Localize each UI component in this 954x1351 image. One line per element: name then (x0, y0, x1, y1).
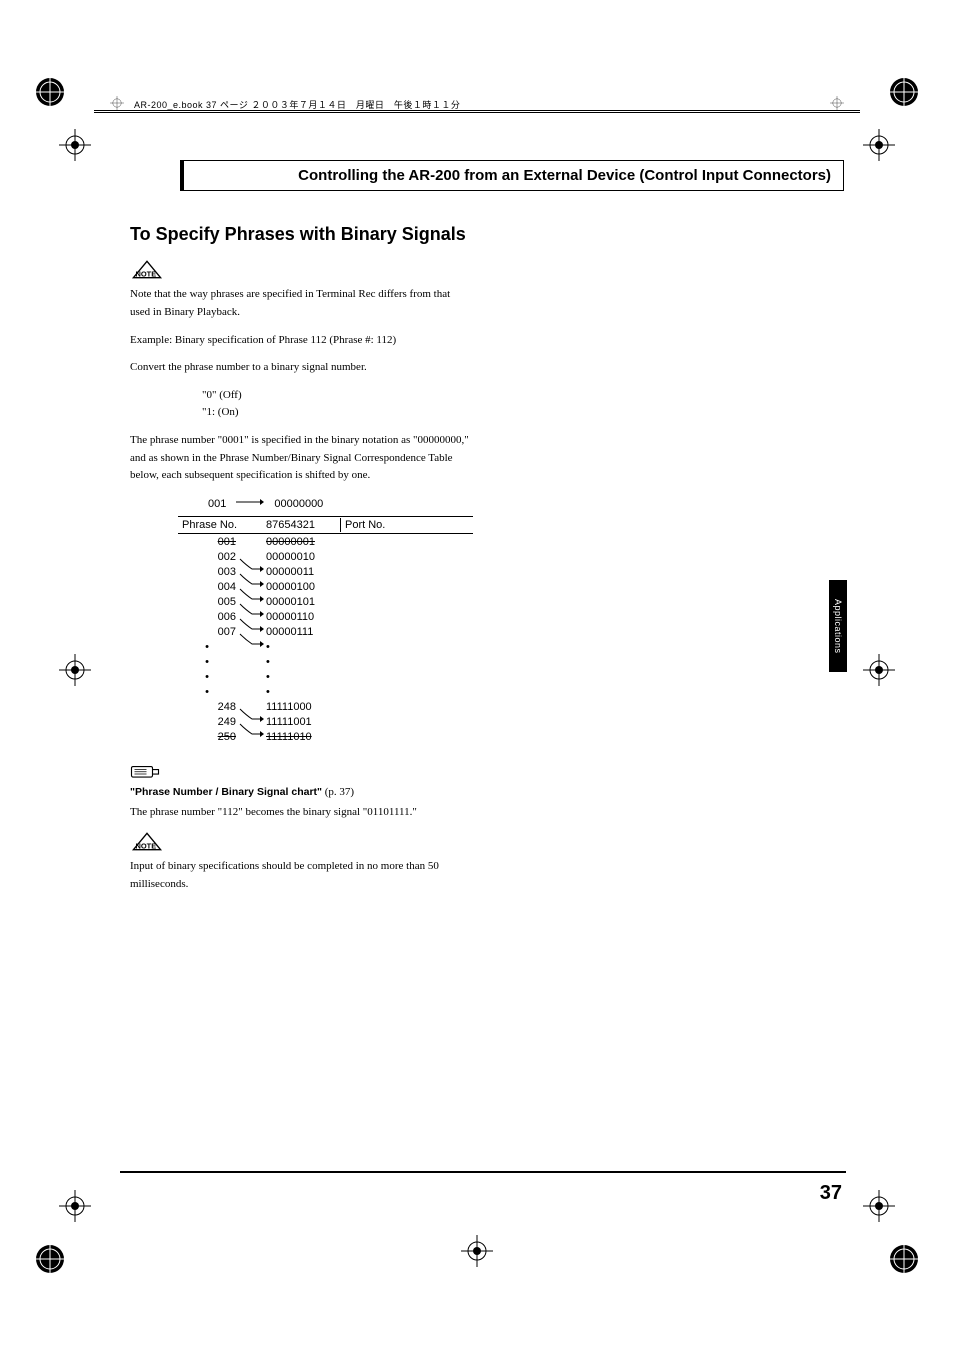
section-heading: To Specify Phrases with Binary Signals (130, 223, 473, 246)
diagram-phrase-no: 003 (178, 565, 236, 580)
diagram-top-right: 00000000 (274, 497, 323, 512)
diagram-phrase-no: 004 (178, 580, 236, 595)
diagram-binary-value: 00000011 (266, 565, 314, 580)
note-1-text: Note that the way phrases are specified … (130, 286, 473, 321)
crop-mark-icon (30, 72, 70, 112)
diagram-binary-value: 11111010 (266, 730, 312, 745)
note-icon: NOTE (130, 832, 164, 854)
diagram-phrase-no: 248 (178, 700, 236, 715)
diagram-row: 005 00000101 (178, 594, 473, 609)
register-mark-icon (859, 1186, 899, 1226)
header-filename: AR-200_e.book 37 ページ ２００３年７月１４日 月曜日 午後１時… (134, 98, 460, 111)
diagram-row: 002 00000010 (178, 549, 473, 564)
svg-text:NOTE: NOTE (135, 270, 156, 279)
crop-mark-icon (884, 1239, 924, 1279)
register-mark-icon (55, 1186, 95, 1226)
diagram-row: 248 11111000 (178, 699, 473, 714)
register-mark-icon (859, 125, 899, 165)
reference-page: (p. 37) (322, 786, 354, 798)
register-mark-small-icon (830, 96, 844, 110)
register-mark-icon (55, 650, 95, 690)
diagram-binary-value: 00000001 (266, 535, 315, 550)
reference-text: "Phrase Number / Binary Signal chart" (130, 786, 322, 798)
hand-pointer-icon (130, 762, 160, 782)
diagram-top-left: 001 (208, 497, 226, 512)
diagram-row: 249 11111001 (178, 714, 473, 729)
diagram-row: 003 00000011 (178, 564, 473, 579)
svg-text:NOTE: NOTE (135, 841, 156, 850)
diagram-binary-value: 11111000 (266, 700, 312, 715)
diagram-phrase-no: 001 (178, 535, 236, 550)
diagram-row: 004 00000100 (178, 579, 473, 594)
crop-mark-icon (884, 72, 924, 112)
on-line: "1: (On) (130, 404, 473, 422)
paragraph-3: The phrase number "112" becomes the bina… (130, 804, 473, 822)
diagram-phrase-no: 250 (178, 730, 236, 745)
diagram-row: 007 00000111 (178, 624, 473, 639)
binary-diagram: 001 00000000 Phrase No. 87654321 Port No… (178, 497, 473, 745)
page-content: Controlling the AR-200 from an External … (130, 160, 844, 1211)
example-line: Example: Binary specification of Phrase … (130, 332, 473, 350)
left-column: To Specify Phrases with Binary Signals N… (130, 223, 473, 903)
diagram-header-port: Port No. (340, 518, 385, 533)
convert-line: Convert the phrase number to a binary si… (130, 359, 473, 377)
diagram-header-bin: 87654321 (266, 518, 340, 533)
diagram-row: 006 00000110 (178, 609, 473, 624)
page-title-box: Controlling the AR-200 from an External … (180, 160, 844, 191)
paragraph-2: The phrase number "0001" is specified in… (130, 432, 473, 485)
crop-mark-icon (30, 1239, 70, 1279)
diagram-phrase-no: 249 (178, 715, 236, 730)
register-mark-icon (55, 125, 95, 165)
note-2-text: Input of binary specifications should be… (130, 858, 473, 893)
diagram-binary-value: 11111001 (266, 715, 312, 730)
diagram-phrase-no: 002 (178, 550, 236, 565)
diagram-phrase-no: 006 (178, 610, 236, 625)
diagram-binary-value: 00000110 (266, 610, 314, 625)
note-icon: NOTE (130, 260, 164, 282)
register-mark-icon (457, 1231, 497, 1271)
page-footer-rule (120, 1171, 846, 1173)
page-number: 37 (820, 1182, 842, 1205)
diagram-header-row: Phrase No. 87654321 Port No. (178, 516, 473, 535)
reference-line: "Phrase Number / Binary Signal chart" (p… (130, 786, 473, 798)
diagram-binary-value: 00000100 (266, 580, 315, 595)
diagram-header-phrase: Phrase No. (178, 518, 266, 533)
register-mark-icon (859, 650, 899, 690)
arrow-right-icon (236, 497, 264, 511)
right-column (493, 223, 836, 903)
diagram-binary-value: 00000101 (266, 595, 315, 610)
diagram-binary-value: 00000111 (266, 625, 313, 640)
diagram-row: 001 00000001 (178, 534, 473, 549)
print-header: AR-200_e.book 37 ページ ２００３年７月１４日 月曜日 午後１時… (110, 96, 844, 112)
diagram-row: 250 11111010 (178, 729, 473, 744)
off-line: "0" (Off) (130, 387, 473, 405)
diagram-phrase-no: 005 (178, 595, 236, 610)
diagram-phrase-no: 007 (178, 625, 236, 640)
diagram-binary-value: 00000010 (266, 550, 315, 565)
